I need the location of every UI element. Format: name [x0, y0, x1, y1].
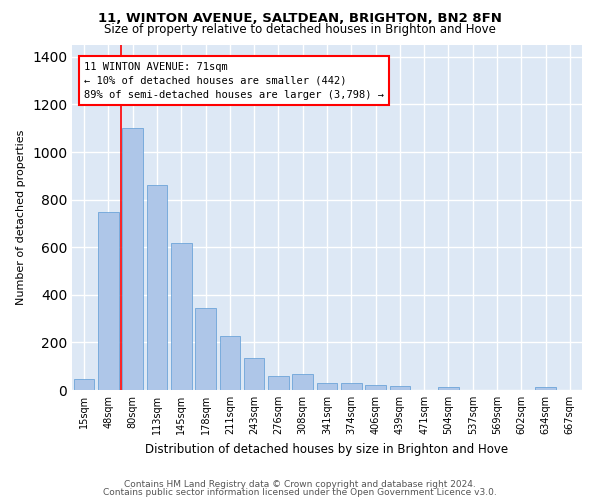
Text: 11, WINTON AVENUE, SALTDEAN, BRIGHTON, BN2 8FN: 11, WINTON AVENUE, SALTDEAN, BRIGHTON, B… — [98, 12, 502, 26]
Bar — [365, 385, 386, 390]
Bar — [438, 387, 459, 390]
Bar — [389, 386, 410, 390]
Text: 11 WINTON AVENUE: 71sqm
← 10% of detached houses are smaller (442)
89% of semi-d: 11 WINTON AVENUE: 71sqm ← 10% of detache… — [84, 62, 384, 100]
Text: Size of property relative to detached houses in Brighton and Hove: Size of property relative to detached ho… — [104, 22, 496, 36]
Text: Contains public sector information licensed under the Open Government Licence v3: Contains public sector information licen… — [103, 488, 497, 497]
Bar — [98, 212, 119, 390]
Bar — [244, 358, 265, 390]
Bar — [74, 378, 94, 390]
Text: Contains HM Land Registry data © Crown copyright and database right 2024.: Contains HM Land Registry data © Crown c… — [124, 480, 476, 489]
Bar — [268, 376, 289, 390]
Y-axis label: Number of detached properties: Number of detached properties — [16, 130, 26, 305]
Bar — [341, 383, 362, 390]
Bar — [292, 374, 313, 390]
Bar — [220, 336, 240, 390]
Bar — [195, 308, 216, 390]
Bar — [535, 387, 556, 390]
X-axis label: Distribution of detached houses by size in Brighton and Hove: Distribution of detached houses by size … — [145, 442, 509, 456]
Bar — [146, 185, 167, 390]
Bar — [122, 128, 143, 390]
Bar — [171, 243, 191, 390]
Bar — [317, 383, 337, 390]
